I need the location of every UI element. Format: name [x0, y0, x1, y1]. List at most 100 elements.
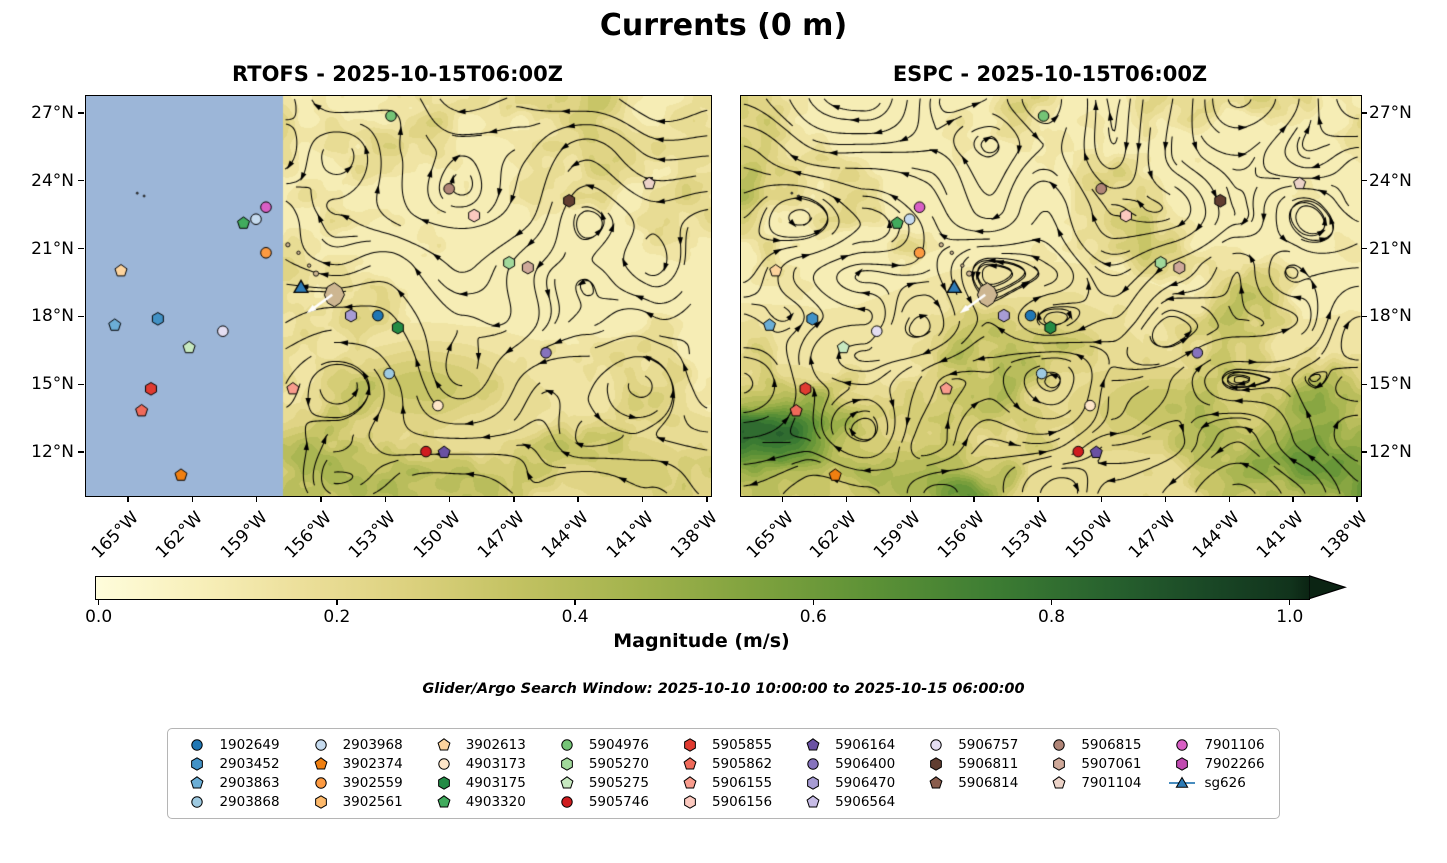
- legend-label: 4903320: [465, 794, 526, 810]
- lat-tick: [78, 112, 84, 114]
- lon-tick-label: 162°W: [152, 507, 208, 563]
- pentagon-marker-icon: [1052, 776, 1066, 789]
- lon-tick-label: 141°W: [602, 507, 658, 563]
- circle-marker-icon: [807, 758, 819, 770]
- legend-label: 5905746: [588, 794, 649, 810]
- lon-tick-label: 165°W: [742, 507, 798, 563]
- legend-item-5906814: 5906814: [921, 775, 1018, 791]
- panel-title-rtofs: RTOFS - 2025-10-15T06:00Z: [232, 62, 563, 86]
- lat-tick-label: 12°N: [31, 442, 74, 462]
- lon-tick: [1228, 496, 1230, 502]
- lon-tick: [1292, 496, 1294, 502]
- legend-item-5906156: 5906156: [675, 794, 772, 810]
- panel-title-espc: ESPC - 2025-10-15T06:00Z: [892, 62, 1208, 86]
- legend-item-3902613: 3902613: [429, 737, 526, 753]
- circle-marker-icon: [191, 796, 204, 808]
- legend-item-5906564: 5906564: [798, 794, 895, 810]
- colorbar-extend-arrow: [1309, 575, 1347, 600]
- legend-item-5906155: 5906155: [675, 775, 772, 791]
- lon-tick: [641, 496, 644, 502]
- legend-item-sg626: sg626: [1167, 775, 1264, 791]
- hexagon-marker-icon: [1053, 757, 1066, 771]
- lat-tick-label: 24°N: [1369, 170, 1412, 191]
- lat-tick: [1361, 180, 1367, 182]
- legend-label: 5906757: [958, 737, 1019, 753]
- legend-label: 3902561: [342, 794, 403, 810]
- legend-item-5906757: 5906757: [921, 737, 1018, 753]
- legend-item-7902266: 7902266: [1167, 756, 1265, 772]
- circle-marker-icon: [191, 739, 204, 751]
- legend-label: 4903175: [465, 775, 526, 791]
- legend-item-5904976: 5904976: [552, 737, 649, 753]
- lon-tick: [973, 496, 975, 502]
- legend-label: 5906155: [711, 775, 773, 791]
- colorbar-tick: [1289, 600, 1291, 605]
- lon-tick: [909, 496, 911, 502]
- legend-item-5905275: 5905275: [552, 775, 649, 791]
- lat-tick: [1361, 451, 1367, 453]
- circle-marker-icon: [561, 796, 573, 808]
- legend-item-2903968: 2903968: [306, 737, 403, 753]
- legend-label: 5906164: [835, 737, 896, 753]
- legend-label: 1902649: [219, 737, 280, 753]
- lat-tick: [78, 315, 84, 318]
- lon-tick: [781, 496, 784, 502]
- circle-marker-icon: [1053, 739, 1066, 751]
- lat-tick: [1361, 383, 1367, 385]
- lon-tick: [1100, 496, 1103, 502]
- legend-item-5905862: 5905862: [675, 756, 772, 772]
- legend-column: 2903968 3902374 3902559 3902561: [306, 737, 403, 810]
- hexagon-marker-icon: [560, 757, 573, 771]
- legend-box: 1902649 2903452 2903863 2903868 2903968 39023…: [167, 728, 1280, 819]
- legend-item-4903175: 4903175: [429, 775, 526, 791]
- colorbar-tick-label: 1.0: [1276, 607, 1304, 627]
- circle-marker-icon: [437, 758, 450, 770]
- pentagon-marker-icon: [437, 738, 451, 751]
- legend-item-5906470: 5906470: [798, 775, 895, 791]
- legend-item-5906400: 5906400: [798, 756, 895, 772]
- lat-tick-label: 15°N: [1369, 374, 1412, 395]
- lon-tick-label: 147°W: [473, 507, 529, 563]
- legend-label: 5904976: [588, 737, 649, 753]
- search-window-text: Glider/Argo Search Window: 2025-10-10 10…: [422, 681, 1025, 697]
- espc-map-canvas: [740, 95, 1362, 497]
- colorbar-label: Magnitude (m/s): [613, 630, 790, 652]
- legend-label: 5905862: [711, 756, 773, 772]
- legend-column: 5906164 5906400 5906470 5906564: [798, 737, 895, 810]
- lat-tick: [1361, 112, 1367, 114]
- hexagon-marker-icon: [684, 795, 696, 809]
- lon-tick-label: 159°W: [216, 507, 272, 563]
- colorbar-tick-label: 0.8: [1038, 607, 1066, 627]
- legend-item-5905746: 5905746: [552, 794, 649, 810]
- pentagon-marker-icon: [806, 795, 820, 808]
- legend-column: 7901106 7902266 sg626: [1167, 737, 1265, 810]
- legend-label: 5906811: [958, 756, 1019, 772]
- legend-label: 5907061: [1081, 756, 1142, 772]
- lon-tick-label: 144°W: [1189, 507, 1245, 563]
- legend-grid: 1902649 2903452 2903863 2903868 2903968 39023…: [182, 737, 1265, 810]
- lon-tick: [706, 496, 708, 502]
- lat-tick: [78, 451, 84, 453]
- lat-tick-label: 21°N: [31, 238, 74, 259]
- legend-column: 5905855 5905862 5906155 5906156: [675, 737, 772, 810]
- legend-item-3902374: 3902374: [306, 756, 403, 772]
- pentagon-marker-icon: [929, 776, 943, 789]
- legend-label: 5905270: [588, 756, 649, 772]
- lon-tick-label: 153°W: [997, 507, 1053, 563]
- lon-tick: [577, 496, 579, 502]
- circle-marker-icon: [930, 739, 942, 751]
- legend-label: 7901104: [1081, 775, 1142, 791]
- colorbar-tick-label: 0.4: [561, 607, 589, 627]
- lon-tick-label: 156°W: [933, 507, 989, 563]
- colorbar-tick: [574, 600, 576, 605]
- pentagon-marker-icon: [437, 795, 451, 808]
- legend-label: 5906564: [835, 794, 896, 810]
- legend-label: 5906470: [835, 775, 896, 791]
- legend-label: 5906815: [1081, 737, 1142, 753]
- legend-label: 2903868: [219, 794, 280, 810]
- legend-column: 1902649 2903452 2903863 2903868: [182, 737, 280, 810]
- lon-tick-label: 165°W: [87, 507, 143, 563]
- legend-label: 3902559: [342, 775, 403, 791]
- circle-marker-icon: [561, 739, 573, 751]
- lat-tick-label: 18°N: [31, 306, 74, 327]
